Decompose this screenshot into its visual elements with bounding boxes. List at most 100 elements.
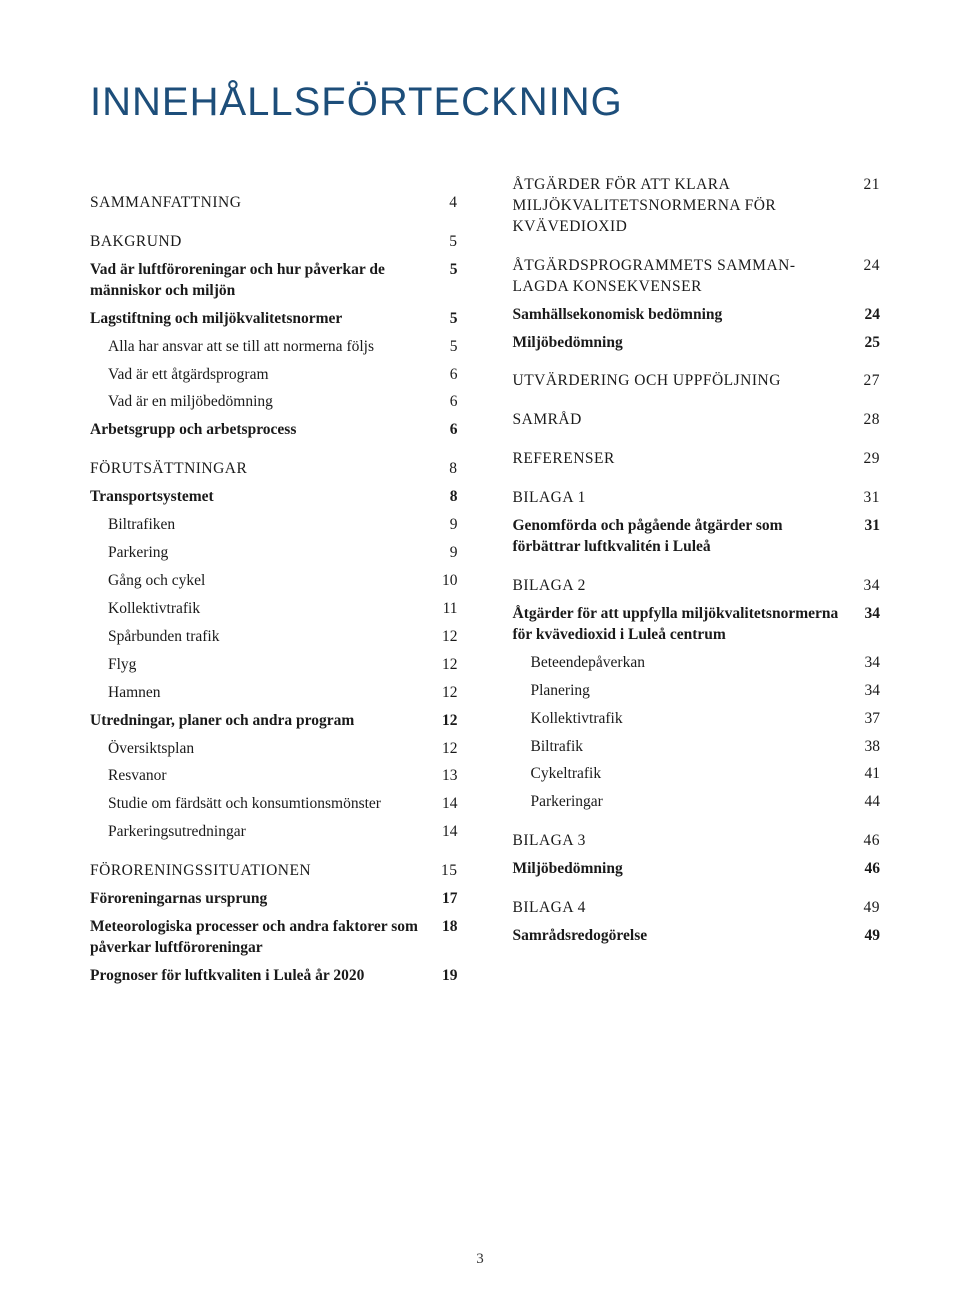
toc-entry-page: 46: [856, 859, 880, 880]
toc-entry: Översiktsplan12: [90, 739, 458, 760]
toc-entry-page: 15: [434, 861, 458, 882]
toc-entry-label: Genomförda och pågående åtgärder som för…: [513, 516, 857, 558]
toc-entry-label: Parkeringar: [513, 792, 857, 813]
toc-entry-label: Meteorologiska processer och andra fakto…: [90, 917, 434, 959]
toc-entry: Meteorologiska processer och andra fakto…: [90, 917, 458, 959]
toc-entry-page: 5: [434, 337, 458, 358]
toc-entry-label: UTVÄRDERING OCH UPPFÖLJNING: [513, 371, 857, 392]
toc-entry: Alla har ansvar att se till att normerna…: [90, 337, 458, 358]
toc-entry-label: SAMRÅD: [513, 410, 857, 431]
toc-entry-label: Studie om färdsätt och konsumtionsmönste…: [90, 794, 434, 815]
toc-entry: Studie om färdsätt och konsumtionsmönste…: [90, 794, 458, 815]
toc-entry-label: Biltrafik: [513, 737, 857, 758]
toc-entry-page: 28: [856, 410, 880, 431]
toc-entry-label: Vad är luftföroreningar och hur påverkar…: [90, 260, 434, 302]
toc-entry-label: BILAGA 2: [513, 576, 857, 597]
toc-entry: Arbetsgrupp och arbetsprocess6: [90, 420, 458, 441]
toc-entry-label: Flyg: [90, 655, 434, 676]
toc-entry: Samrådsredogörelse49: [513, 926, 881, 947]
toc-entry: ÅTGÄRDSPROGRAMMETS SAMMAN­LAGDA KONSEKVE…: [513, 256, 881, 298]
toc-entry: ÅTGÄRDER FÖR ATT KLARA MILJÖKVALITETSNOR…: [513, 175, 881, 238]
toc-entry-page: 27: [856, 371, 880, 392]
toc-entry-page: 29: [856, 449, 880, 470]
toc-entry-page: 49: [856, 898, 880, 919]
toc-entry-label: FÖRORENINGSSITUATIONEN: [90, 861, 434, 882]
toc-entry-label: Beteendepåverkan: [513, 653, 857, 674]
toc-entry-page: 24: [856, 256, 880, 277]
toc-entry: SAMRÅD28: [513, 410, 881, 431]
toc-entry-label: Samhällsekonomisk bedömning: [513, 305, 857, 326]
toc-entry-label: SAMMANFATTNING: [90, 193, 434, 214]
toc-entry: BILAGA 346: [513, 831, 881, 852]
toc-entry-page: 38: [856, 737, 880, 758]
toc-entry-label: ÅTGÄRDER FÖR ATT KLARA MILJÖKVALITETSNOR…: [513, 175, 857, 238]
toc-entry: SAMMANFATTNING4: [90, 193, 458, 214]
toc-entry-label: Kollektivtrafik: [513, 709, 857, 730]
toc-entry-page: 6: [434, 365, 458, 386]
toc-entry-page: 12: [434, 711, 458, 732]
toc-entry-page: 12: [434, 627, 458, 648]
toc-entry-page: 44: [856, 792, 880, 813]
toc-entry-page: 8: [434, 487, 458, 508]
toc-entry: Miljöbedömning25: [513, 333, 881, 354]
toc-entry: REFERENSER29: [513, 449, 881, 470]
toc-entry: FÖRORENINGSSITUATIONEN15: [90, 861, 458, 882]
toc-entry-label: REFERENSER: [513, 449, 857, 470]
toc-entry-label: Utredningar, planer och andra program: [90, 711, 434, 732]
toc-entry-label: Spårbunden trafik: [90, 627, 434, 648]
toc-entry-page: 31: [856, 516, 880, 537]
toc-entry: Hamnen12: [90, 683, 458, 704]
toc-entry-page: 12: [434, 655, 458, 676]
toc-columns: SAMMANFATTNING4BAKGRUND5Vad är luftföror…: [90, 175, 880, 994]
toc-entry: Genomförda och pågående åtgärder som för…: [513, 516, 881, 558]
toc-entry-label: BILAGA 3: [513, 831, 857, 852]
toc-entry-label: Prognoser för luftkvaliten i Luleå år 20…: [90, 966, 434, 987]
toc-entry-label: ÅTGÄRDSPROGRAMMETS SAMMAN­LAGDA KONSEKVE…: [513, 256, 857, 298]
toc-entry: Föroreningarnas ursprung17: [90, 889, 458, 910]
toc-entry-label: Resvanor: [90, 766, 434, 787]
toc-entry: Samhällsekonomisk bedömning24: [513, 305, 881, 326]
toc-entry: Vad är luftföroreningar och hur påverkar…: [90, 260, 458, 302]
toc-entry: Beteendepåverkan34: [513, 653, 881, 674]
toc-left-column: SAMMANFATTNING4BAKGRUND5Vad är luftföror…: [90, 175, 458, 994]
toc-entry-label: FÖRUTSÄTTNINGAR: [90, 459, 434, 480]
toc-entry-label: Åtgärder för att uppfylla miljökvalitets…: [513, 604, 857, 646]
page-title: INNEHÅLLSFÖRTECKNING: [90, 80, 880, 125]
toc-entry: Spårbunden trafik12: [90, 627, 458, 648]
toc-entry: Parkeringar44: [513, 792, 881, 813]
toc-entry: Biltrafiken9: [90, 515, 458, 536]
toc-entry: Vad är en miljöbedömning6: [90, 392, 458, 413]
toc-entry-page: 11: [434, 599, 458, 620]
toc-entry: Kollektivtrafik37: [513, 709, 881, 730]
toc-entry-label: Planering: [513, 681, 857, 702]
toc-entry-page: 8: [434, 459, 458, 480]
toc-entry: Parkering9: [90, 543, 458, 564]
toc-entry-page: 34: [856, 576, 880, 597]
toc-entry-page: 9: [434, 515, 458, 536]
toc-entry-page: 5: [434, 232, 458, 253]
toc-entry-label: BILAGA 1: [513, 488, 857, 509]
toc-entry-page: 10: [434, 571, 458, 592]
toc-entry-page: 14: [434, 822, 458, 843]
toc-entry: Kollektivtrafik11: [90, 599, 458, 620]
toc-entry: Åtgärder för att uppfylla miljökvalitets…: [513, 604, 881, 646]
toc-entry-label: Parkering: [90, 543, 434, 564]
toc-entry-label: Vad är ett åtgärdsprogram: [90, 365, 434, 386]
toc-entry-label: BAKGRUND: [90, 232, 434, 253]
toc-entry: BILAGA 449: [513, 898, 881, 919]
toc-entry-page: 41: [856, 764, 880, 785]
toc-entry-page: 9: [434, 543, 458, 564]
toc-entry-label: Alla har ansvar att se till att normerna…: [90, 337, 434, 358]
toc-entry: Planering34: [513, 681, 881, 702]
toc-entry-label: Parkeringsutredningar: [90, 822, 434, 843]
toc-entry: Gång och cykel10: [90, 571, 458, 592]
toc-entry: Vad är ett åtgärdsprogram6: [90, 365, 458, 386]
toc-entry-page: 25: [856, 333, 880, 354]
page-number: 3: [0, 1251, 960, 1268]
toc-entry-page: 46: [856, 831, 880, 852]
toc-entry-label: Samrådsredogörelse: [513, 926, 857, 947]
toc-entry-label: Miljöbedömning: [513, 859, 857, 880]
toc-entry-label: Transportsystemet: [90, 487, 434, 508]
toc-entry-page: 12: [434, 739, 458, 760]
document-page: INNEHÅLLSFÖRTECKNING SAMMANFATTNING4 BAKG…: [0, 0, 960, 1296]
